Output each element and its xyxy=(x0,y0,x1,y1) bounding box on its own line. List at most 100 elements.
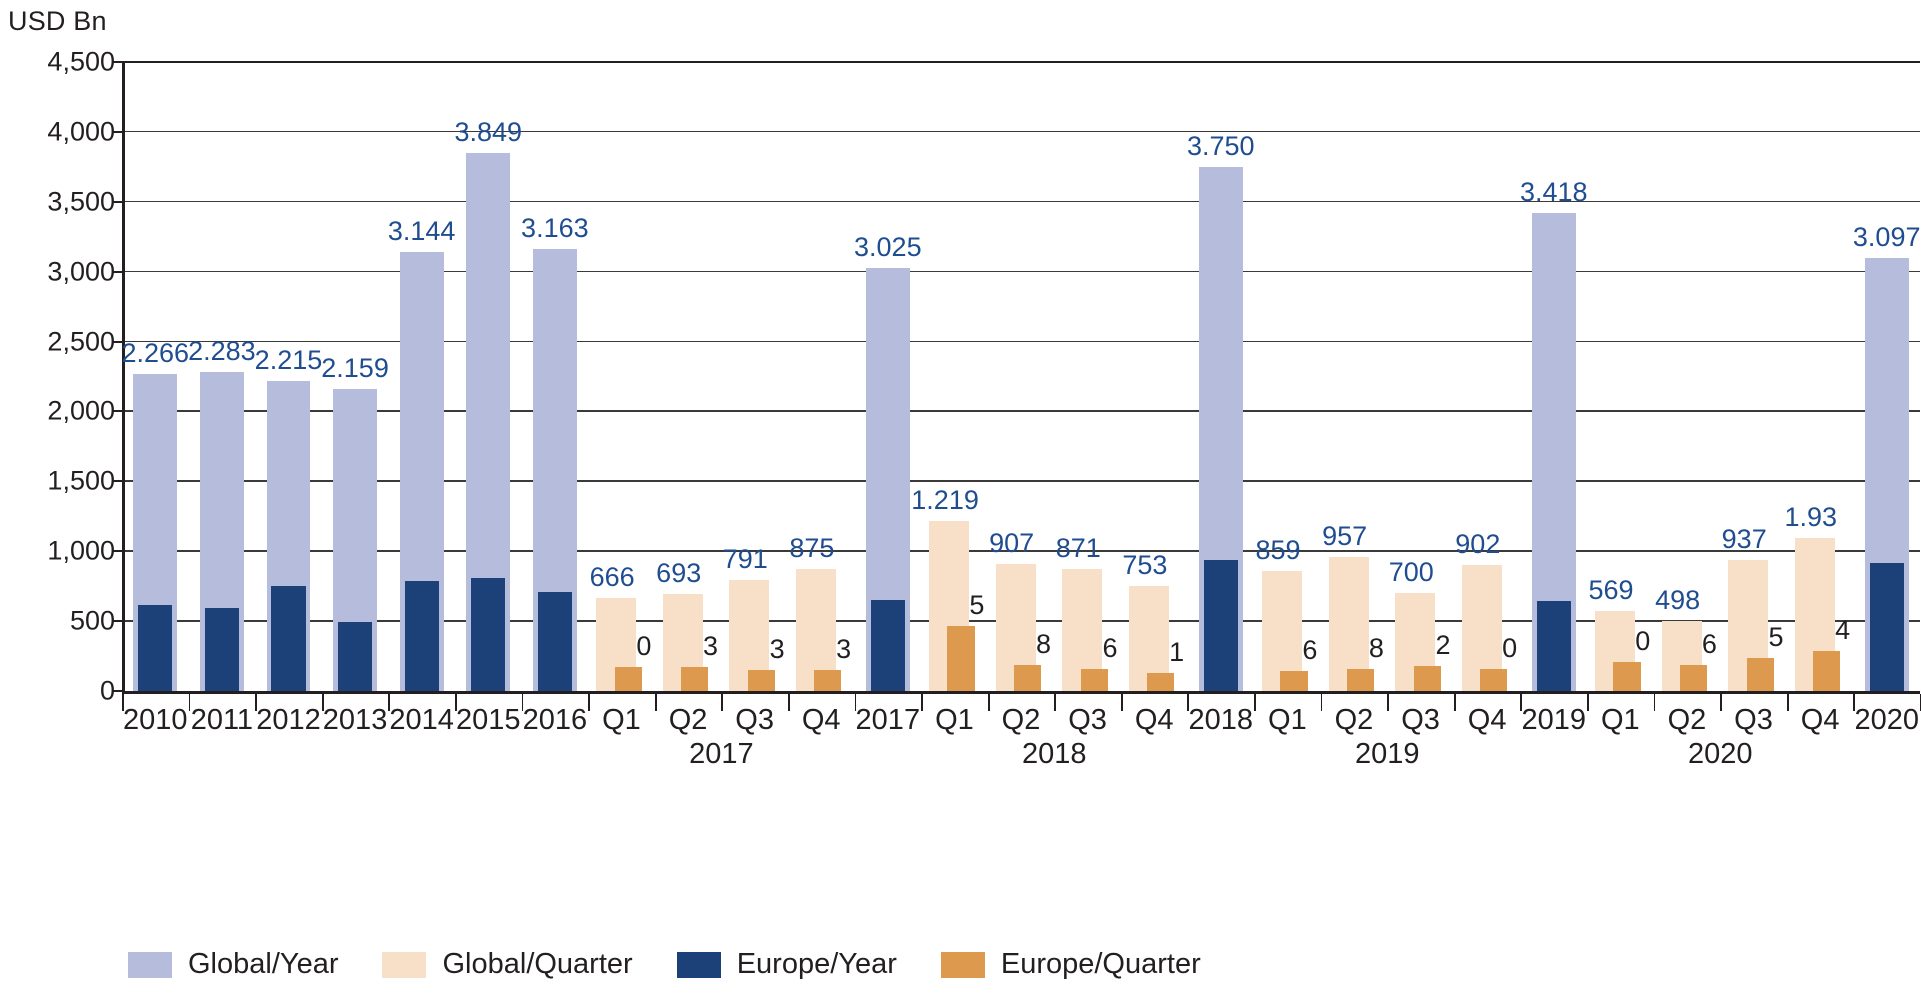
x-axis-tick-mark xyxy=(787,694,790,711)
legend-label: Global/Year xyxy=(188,948,339,980)
data-label: 666 xyxy=(589,561,635,592)
x-axis-tick-label: Q4 xyxy=(1134,704,1174,736)
bar-europe-year[interactable] xyxy=(1536,600,1571,691)
x-axis-tick-mark xyxy=(1786,694,1789,711)
chart-legend: Global/Year Global/Quarter Europe/Year Euro… xyxy=(128,948,1245,981)
y-axis-tick-mark xyxy=(113,130,122,133)
bar-europe-quarter[interactable] xyxy=(947,626,975,691)
data-label: 3.025 xyxy=(854,232,922,263)
legend-item[interactable]: Global/Year xyxy=(128,948,338,981)
bar-europe-quarter[interactable] xyxy=(1147,672,1175,691)
data-label: 902 xyxy=(1455,528,1501,559)
data-label: 957 xyxy=(1322,521,1368,552)
bar-europe-year[interactable] xyxy=(870,600,905,691)
bar-europe-quarter[interactable] xyxy=(681,666,709,691)
x-axis-tick-label: Q3 xyxy=(735,704,774,736)
x-axis-tick-mark xyxy=(454,694,457,711)
y-axis-unit-label: USD Bn xyxy=(8,6,107,36)
data-label: 791 xyxy=(722,544,768,575)
x-axis-tick-mark xyxy=(654,694,657,711)
x-axis-tick-mark xyxy=(122,694,124,711)
legend-item[interactable]: Global/Quarter xyxy=(382,948,633,981)
x-axis-tick-mark xyxy=(1254,694,1256,711)
bar-europe-year[interactable] xyxy=(537,592,572,691)
data-label: 498 xyxy=(1655,585,1701,616)
x-axis-tick-mark xyxy=(388,694,391,711)
bar-europe-quarter[interactable] xyxy=(1613,661,1641,691)
x-axis-tick-mark xyxy=(854,694,857,711)
bar-europe-quarter[interactable] xyxy=(1280,670,1308,691)
x-axis-tick-mark xyxy=(1054,694,1057,711)
x-axis-tick-mark xyxy=(1587,694,1589,711)
bar-europe-year[interactable] xyxy=(204,607,240,691)
x-axis-tick-label: Q3 xyxy=(1401,704,1440,736)
x-axis-tick-mark xyxy=(987,694,990,711)
data-label: 2.283 xyxy=(188,335,256,366)
bar-europe-quarter[interactable] xyxy=(1080,669,1108,691)
y-axis-tick-mark xyxy=(113,340,122,343)
gridline xyxy=(122,270,1920,273)
bar-europe-year[interactable] xyxy=(471,578,506,691)
x-axis-tick-mark xyxy=(1320,694,1323,711)
data-label: 569 xyxy=(1588,575,1634,606)
y-axis-tick-label: 4,000 xyxy=(47,116,115,147)
x-axis-tick-mark xyxy=(1853,694,1856,711)
x-axis-tick-mark xyxy=(588,694,590,711)
data-label: 871 xyxy=(1055,533,1101,564)
x-axis-tick-label: Q3 xyxy=(1068,704,1107,736)
bar-europe-quarter[interactable] xyxy=(747,669,775,691)
bar-europe-quarter[interactable] xyxy=(1480,668,1508,691)
data-label: 907 xyxy=(989,528,1035,559)
bar-europe-quarter[interactable] xyxy=(614,667,642,691)
y-axis-tick-mark xyxy=(113,550,122,553)
x-axis-tick-mark xyxy=(1387,694,1390,711)
bar-europe-quarter[interactable] xyxy=(1014,664,1042,691)
bar-europe-year[interactable] xyxy=(1203,559,1238,691)
y-axis-tick-label: 4,500 xyxy=(47,46,115,77)
bar-europe-quarter[interactable] xyxy=(1746,658,1774,691)
x-axis-tick-label: 2011 xyxy=(190,704,254,736)
x-axis-tick-mark xyxy=(1453,694,1456,711)
bar-europe-year[interactable] xyxy=(337,622,373,691)
bar-global-quarter[interactable] xyxy=(1328,557,1369,691)
x-axis-tick-mark xyxy=(1120,694,1123,711)
gridline xyxy=(122,200,1920,203)
x-axis-tick-label: 2015 xyxy=(455,704,521,736)
bar-europe-quarter[interactable] xyxy=(814,669,842,691)
bar-europe-quarter[interactable] xyxy=(1680,665,1708,691)
gridline xyxy=(122,550,1920,552)
gridline xyxy=(122,340,1920,343)
x-axis-tick-mark xyxy=(1653,694,1656,711)
gridline xyxy=(122,480,1920,482)
bar-europe-year[interactable] xyxy=(1869,563,1904,691)
x-axis-tick-mark xyxy=(1187,694,1190,711)
bar-europe-quarter[interactable] xyxy=(1813,651,1841,691)
gridline xyxy=(122,61,1920,63)
y-axis-tick-label: 2,500 xyxy=(47,326,115,357)
x-axis-tick-mark xyxy=(921,694,923,711)
bar-europe-quarter[interactable] xyxy=(1347,668,1375,691)
x-axis-tick-label: Q2 xyxy=(1667,704,1707,736)
y-axis-tick-mark xyxy=(113,61,122,63)
x-axis-group-label: 2019 xyxy=(1354,738,1420,770)
y-axis-tick-mark xyxy=(113,270,122,273)
x-axis-tick-label: Q1 xyxy=(935,704,974,736)
data-label: 859 xyxy=(1255,534,1301,565)
data-label: 2.159 xyxy=(321,353,389,384)
x-axis-tick-label: 2013 xyxy=(322,704,388,736)
x-axis-tick-mark xyxy=(1720,694,1723,711)
legend-swatch xyxy=(128,951,172,978)
bar-europe-year[interactable] xyxy=(271,586,306,691)
x-axis-tick-label: Q4 xyxy=(1800,704,1840,736)
data-label: 3.750 xyxy=(1186,130,1255,161)
y-axis-tick-mark xyxy=(113,410,122,413)
bar-europe-year[interactable] xyxy=(138,605,173,691)
data-label: 3.144 xyxy=(387,215,456,246)
bar-europe-quarter[interactable] xyxy=(1413,665,1441,691)
bar-europe-year[interactable] xyxy=(404,581,439,691)
legend-item[interactable]: Europe/Quarter xyxy=(940,948,1201,981)
y-axis-tick-mark xyxy=(113,480,122,483)
legend-item[interactable]: Europe/Year xyxy=(676,948,897,981)
data-label: 693 xyxy=(656,558,702,589)
y-axis-tick-mark xyxy=(113,200,122,203)
